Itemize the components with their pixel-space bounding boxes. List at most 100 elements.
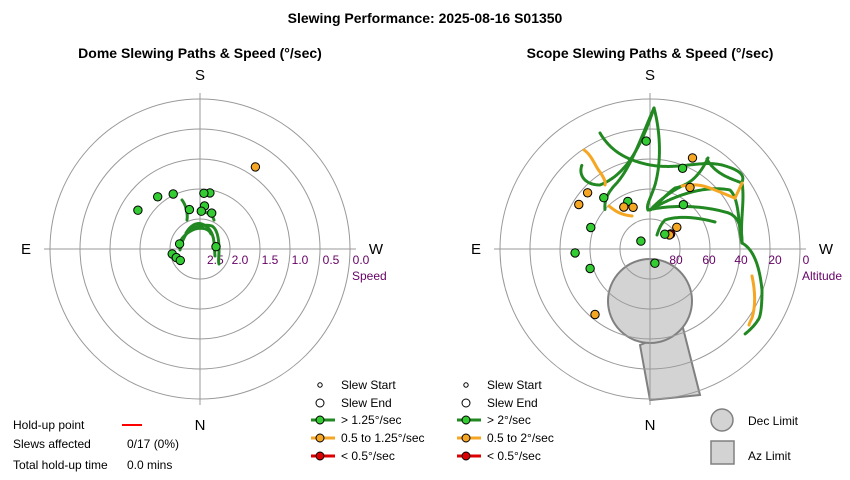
scope-legend-start-marker	[463, 382, 469, 388]
dome-legend-start-marker	[317, 382, 323, 388]
dec-limit-legend-label: Dec Limit	[748, 414, 799, 428]
slews-affected-label: Slews affected	[13, 437, 91, 451]
scope-compass-w: W	[819, 241, 834, 258]
scope-limit-shapes	[607, 258, 702, 402]
scope-slew-point-18	[590, 309, 600, 320]
dome-slew-point-5	[133, 205, 143, 215]
dome-legend-slow-marker	[315, 451, 325, 461]
dome-tick-1.5: 1.5	[262, 253, 279, 267]
dome-slew-points	[133, 162, 261, 266]
scope-tick-40: 40	[734, 253, 748, 267]
scope-slew-paths-medium	[582, 148, 757, 327]
dome-slew-point-3	[168, 189, 178, 199]
dome-tick-0.0: 0.0	[353, 253, 370, 267]
scope-slew-point-8	[660, 229, 670, 239]
scope-legend: Slew Start Slew End > 2°/sec 0.5 to 2°/s…	[457, 378, 554, 463]
scope-slew-point-13	[628, 202, 638, 213]
dome-compass-s: S	[195, 67, 205, 84]
scope-slew-point-20	[650, 258, 660, 268]
scope-slew-point-15	[574, 199, 584, 210]
scope-slew-point-17	[585, 263, 595, 274]
az-limit-legend-label: Az Limit	[748, 449, 791, 463]
scope-slew-point-0	[641, 136, 651, 146]
scope-slew-point-14	[586, 222, 596, 233]
scope-path-m2	[680, 183, 737, 200]
dome-legend-end-label: Slew End	[341, 396, 392, 410]
dome-slew-point-0	[250, 162, 261, 172]
dome-chart-title: Dome Slewing Paths & Speed (°/sec)	[78, 45, 322, 61]
scope-path-k	[650, 184, 684, 210]
scope-slew-point-3	[685, 182, 695, 193]
dome-slew-point-4	[153, 192, 163, 202]
scope-slew-point-5	[672, 222, 682, 233]
scope-legend-end-marker	[461, 398, 471, 408]
scope-compass-n: N	[645, 417, 656, 434]
dome-tick-0.5: 0.5	[323, 253, 340, 267]
scope-radial-label: Altitude	[802, 269, 842, 283]
scope-slew-point-12	[582, 188, 593, 198]
dome-legend-fast-marker	[315, 415, 325, 425]
dec-limit-legend-marker	[710, 408, 734, 432]
scope-path-d	[598, 131, 745, 184]
scope-legend-medium-marker	[461, 433, 471, 443]
limit-legend: Dec Limit Az Limit	[710, 408, 799, 465]
dome-legend: Slew Start Slew End > 1.25°/sec 0.5 to 1…	[311, 378, 425, 463]
dome-slew-point-13	[175, 255, 186, 266]
scope-legend-slow-label: < 0.5°/sec	[487, 449, 541, 463]
scope-legend-fast-marker	[461, 415, 471, 425]
scope-slew-point-11	[599, 193, 609, 203]
main-title: Slewing Performance: 2025-08-16 S01350	[287, 10, 563, 26]
dome-compass-e: E	[21, 241, 31, 258]
scope-slew-point-10	[619, 202, 629, 212]
scope-slew-point-4	[678, 200, 689, 210]
scope-path-m3	[733, 181, 744, 200]
scope-slew-point-1	[677, 163, 688, 174]
dome-path-2	[184, 222, 217, 258]
scope-legend-start-label: Slew Start	[487, 378, 542, 392]
scope-legend-slow-marker	[461, 451, 471, 461]
scope-slew-points	[570, 136, 698, 320]
total-holdup-label: Total hold-up time	[13, 458, 108, 472]
dome-legend-medium-marker	[315, 433, 325, 443]
scope-slew-paths-fast	[579, 106, 764, 336]
dome-legend-start-label: Slew Start	[341, 378, 396, 392]
dome-slew-point-9	[184, 204, 195, 215]
dome-slew-point-7	[196, 206, 207, 216]
dome-legend-fast-label: > 1.25°/sec	[341, 413, 402, 427]
scope-slew-point-16	[570, 248, 580, 258]
dome-legend-end-marker	[315, 398, 325, 408]
dome-legend-medium-label: 0.5 to 1.25°/sec	[341, 431, 425, 445]
dome-legend-slow-label: < 0.5°/sec	[341, 449, 395, 463]
scope-path-m4	[747, 274, 757, 327]
dome-radial-label: Speed	[352, 269, 387, 283]
scope-compass-s: S	[645, 67, 655, 84]
dome-polar-grid	[44, 93, 356, 405]
scope-path-m1	[582, 148, 607, 187]
dome-slew-point-2	[199, 188, 209, 199]
scope-path-i	[743, 318, 760, 336]
holdup-stats: Hold-up point Slews affected 0/17 (0%) T…	[13, 418, 179, 472]
scope-legend-fast-label: > 2°/sec	[487, 413, 531, 427]
dome-compass-w: W	[369, 241, 384, 258]
slews-affected-value: 0/17 (0%)	[127, 437, 179, 451]
scope-tick-60: 60	[702, 253, 716, 267]
dome-tick-2.0: 2.0	[232, 253, 249, 267]
scope-chart-title: Scope Slewing Paths & Speed (°/sec)	[526, 45, 774, 61]
scope-legend-medium-label: 0.5 to 2°/sec	[487, 431, 554, 445]
scope-path-m5	[607, 204, 634, 218]
dome-slew-point-14	[211, 242, 221, 252]
scope-path-c	[579, 106, 656, 187]
scope-compass-e: E	[471, 241, 481, 258]
dome-compass-n: N	[195, 417, 206, 434]
dome-slew-point-8	[207, 208, 217, 218]
scope-slew-point-2	[687, 153, 698, 163]
scope-path-h	[740, 241, 764, 322]
scope-legend-end-label: Slew End	[487, 396, 538, 410]
dome-slew-point-10	[174, 239, 185, 249]
scope-slew-point-19	[636, 236, 646, 246]
scope-path-a	[646, 106, 661, 212]
scope-polar-grid	[494, 93, 806, 405]
holdup-label: Hold-up point	[13, 418, 85, 432]
scope-path-j	[655, 215, 717, 237]
